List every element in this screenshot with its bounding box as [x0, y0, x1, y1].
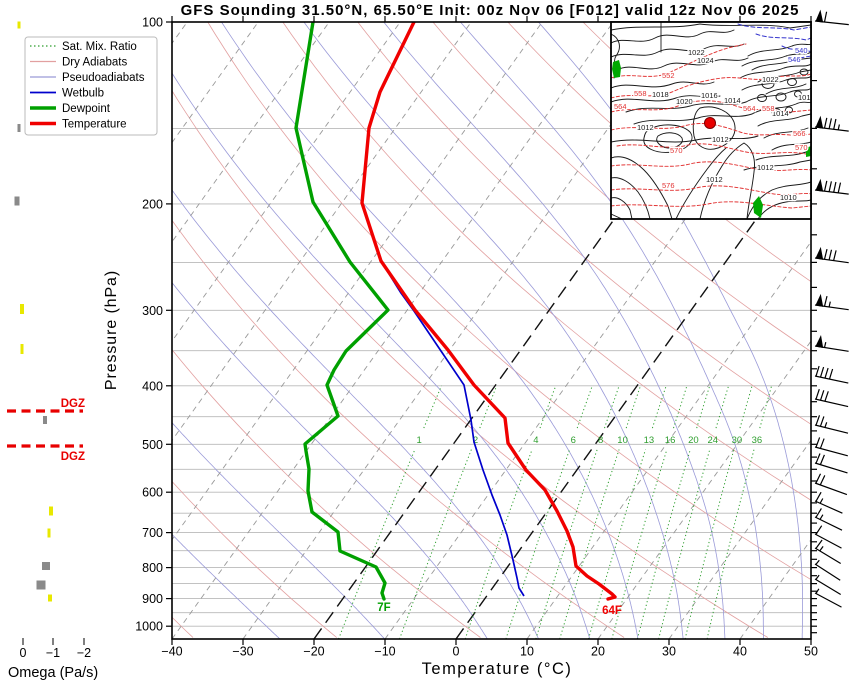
svg-text:16: 16	[665, 435, 676, 446]
svg-text:1010: 1010	[780, 193, 797, 202]
svg-text:576: 576	[662, 181, 675, 190]
svg-text:1014: 1014	[772, 109, 789, 118]
svg-text:1016: 1016	[701, 91, 718, 100]
svg-text:DGZ: DGZ	[61, 398, 85, 410]
svg-text:1000: 1000	[135, 620, 163, 634]
svg-text:558: 558	[634, 89, 647, 98]
svg-text:800: 800	[142, 561, 163, 575]
svg-text:10: 10	[617, 435, 628, 446]
svg-text:570: 570	[670, 146, 683, 155]
svg-text:−10: −10	[374, 645, 395, 659]
svg-text:200: 200	[142, 197, 163, 211]
svg-text:0: 0	[453, 645, 460, 659]
svg-text:600: 600	[142, 486, 163, 500]
svg-text:20: 20	[591, 645, 605, 659]
svg-text:Wetbulb: Wetbulb	[62, 88, 104, 100]
svg-text:1012: 1012	[637, 123, 654, 132]
svg-text:50: 50	[804, 645, 818, 659]
svg-text:564: 564	[614, 102, 627, 111]
svg-text:552: 552	[662, 71, 675, 80]
svg-text:1022: 1022	[762, 75, 779, 84]
svg-text:8: 8	[598, 435, 603, 446]
svg-text:700: 700	[142, 526, 163, 540]
svg-text:1014: 1014	[724, 96, 741, 105]
svg-text:20: 20	[688, 435, 699, 446]
svg-text:400: 400	[142, 379, 163, 393]
svg-text:Omega (Pa/s): Omega (Pa/s)	[8, 665, 98, 681]
svg-text:1012: 1012	[712, 135, 729, 144]
svg-text:1018: 1018	[652, 90, 669, 99]
svg-text:13: 13	[644, 435, 655, 446]
svg-text:300: 300	[142, 304, 163, 318]
svg-text:−2: −2	[77, 646, 91, 660]
svg-text:10: 10	[520, 645, 534, 659]
svg-text:4: 4	[533, 435, 538, 446]
svg-text:DGZ: DGZ	[61, 451, 85, 463]
svg-text:24: 24	[708, 435, 719, 446]
svg-text:GFS Sounding 31.50°N, 65.50°E: GFS Sounding 31.50°N, 65.50°E Init: 00z …	[181, 2, 800, 19]
svg-text:540: 540	[795, 46, 808, 55]
svg-text:1: 1	[417, 435, 422, 446]
svg-text:564: 564	[743, 104, 756, 113]
svg-text:Sat. Mix. Ratio: Sat. Mix. Ratio	[62, 41, 137, 53]
svg-text:2: 2	[473, 435, 478, 446]
svg-text:40: 40	[733, 645, 747, 659]
svg-text:64F: 64F	[602, 605, 622, 617]
svg-text:1012: 1012	[706, 175, 723, 184]
svg-text:1020: 1020	[676, 97, 693, 106]
svg-text:500: 500	[142, 438, 163, 452]
svg-text:566: 566	[793, 129, 806, 138]
svg-text:1022: 1022	[688, 48, 705, 57]
svg-text:−30: −30	[232, 645, 253, 659]
svg-text:0: 0	[20, 646, 27, 660]
svg-text:−1: −1	[46, 646, 60, 660]
svg-text:900: 900	[142, 592, 163, 606]
svg-text:558: 558	[762, 104, 775, 113]
svg-text:100: 100	[142, 16, 163, 30]
svg-text:Temperature (°C): Temperature (°C)	[422, 660, 573, 678]
svg-text:Dewpoint: Dewpoint	[62, 103, 111, 115]
svg-text:30: 30	[662, 645, 676, 659]
svg-text:1024: 1024	[697, 56, 714, 65]
svg-text:Temperature: Temperature	[62, 119, 127, 131]
svg-text:1016: 1016	[798, 93, 815, 102]
svg-text:546: 546	[788, 55, 801, 64]
svg-text:6: 6	[571, 435, 576, 446]
svg-text:7F: 7F	[377, 602, 390, 614]
svg-text:−40: −40	[161, 645, 182, 659]
svg-text:Pressure (hPa): Pressure (hPa)	[103, 270, 120, 390]
svg-text:30: 30	[732, 435, 743, 446]
svg-text:Dry Adiabats: Dry Adiabats	[62, 57, 127, 69]
svg-text:Pseudoadiabats: Pseudoadiabats	[62, 72, 145, 84]
svg-text:570: 570	[795, 143, 808, 152]
svg-text:1012: 1012	[757, 163, 774, 172]
svg-text:−20: −20	[303, 645, 324, 659]
svg-text:36: 36	[752, 435, 763, 446]
